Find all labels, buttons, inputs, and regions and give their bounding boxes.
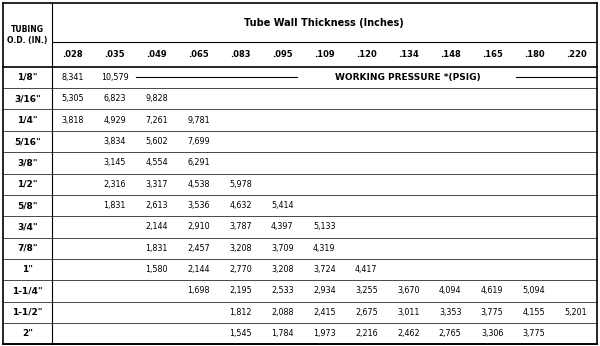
Text: 2,415: 2,415 [313, 308, 335, 317]
Text: 9,781: 9,781 [187, 116, 210, 125]
Text: .095: .095 [272, 50, 293, 59]
Text: 1/4": 1/4" [17, 116, 38, 125]
Text: 1,973: 1,973 [313, 329, 335, 338]
Text: 3,317: 3,317 [145, 180, 168, 189]
Text: 4,554: 4,554 [145, 158, 168, 167]
Text: Tube Wall Thickness (Inches): Tube Wall Thickness (Inches) [244, 18, 404, 28]
Text: .028: .028 [62, 50, 83, 59]
Text: 3,208: 3,208 [229, 244, 252, 253]
Text: 2,765: 2,765 [439, 329, 461, 338]
Text: 2,144: 2,144 [187, 265, 210, 274]
Text: 4,417: 4,417 [355, 265, 377, 274]
Text: 5,305: 5,305 [61, 94, 84, 103]
Text: .148: .148 [440, 50, 461, 59]
Text: 5,602: 5,602 [145, 137, 168, 146]
Text: 2,770: 2,770 [229, 265, 252, 274]
Text: 4,094: 4,094 [439, 286, 461, 295]
Text: 3,208: 3,208 [271, 265, 293, 274]
Text: 2,462: 2,462 [397, 329, 419, 338]
Text: 3,670: 3,670 [397, 286, 419, 295]
Text: 4,929: 4,929 [103, 116, 126, 125]
Text: .165: .165 [482, 50, 503, 59]
Text: 3,011: 3,011 [397, 308, 419, 317]
Text: 1": 1" [22, 265, 33, 274]
Text: .035: .035 [104, 50, 125, 59]
Text: 3,255: 3,255 [355, 286, 377, 295]
Text: .180: .180 [524, 50, 544, 59]
Text: 1/8": 1/8" [17, 73, 38, 82]
Text: 1,580: 1,580 [145, 265, 168, 274]
Text: 2,316: 2,316 [103, 180, 126, 189]
Text: 3,724: 3,724 [313, 265, 335, 274]
Text: 9,828: 9,828 [145, 94, 168, 103]
Text: 5/16": 5/16" [14, 137, 41, 146]
Text: 3,536: 3,536 [187, 201, 210, 210]
Text: 1,698: 1,698 [187, 286, 210, 295]
Text: 1,545: 1,545 [229, 329, 252, 338]
Text: 4,397: 4,397 [271, 222, 294, 231]
Text: 3,145: 3,145 [103, 158, 126, 167]
Text: .065: .065 [188, 50, 209, 59]
Text: 3,834: 3,834 [103, 137, 126, 146]
Text: 2,144: 2,144 [145, 222, 168, 231]
Text: 3,306: 3,306 [481, 329, 503, 338]
Text: 3,353: 3,353 [439, 308, 461, 317]
Text: 2,533: 2,533 [271, 286, 294, 295]
Text: 2": 2" [22, 329, 33, 338]
Text: 1,812: 1,812 [229, 308, 252, 317]
Text: 4,155: 4,155 [523, 308, 545, 317]
Text: .049: .049 [146, 50, 167, 59]
Text: 1/2": 1/2" [17, 180, 38, 189]
Text: 3,709: 3,709 [271, 244, 294, 253]
Text: 6,291: 6,291 [187, 158, 210, 167]
Text: .134: .134 [398, 50, 419, 59]
Text: .120: .120 [356, 50, 377, 59]
Text: 1,784: 1,784 [271, 329, 293, 338]
Text: 1,831: 1,831 [103, 201, 126, 210]
Text: 10,579: 10,579 [101, 73, 128, 82]
Text: 7,261: 7,261 [145, 116, 168, 125]
Text: 2,457: 2,457 [187, 244, 210, 253]
Text: 1-1/2": 1-1/2" [12, 308, 43, 317]
Text: 8,341: 8,341 [61, 73, 84, 82]
Text: 5,414: 5,414 [271, 201, 293, 210]
Text: 2,910: 2,910 [187, 222, 210, 231]
Text: 4,619: 4,619 [481, 286, 503, 295]
Text: TUBING
O.D. (IN.): TUBING O.D. (IN.) [7, 25, 47, 45]
Text: 5,133: 5,133 [313, 222, 335, 231]
Text: 6,823: 6,823 [103, 94, 126, 103]
Text: 4,538: 4,538 [187, 180, 210, 189]
Text: 1-1/4": 1-1/4" [12, 286, 43, 295]
Text: 4,632: 4,632 [229, 201, 252, 210]
Text: 7,699: 7,699 [187, 137, 210, 146]
Text: 3/16": 3/16" [14, 94, 41, 103]
Text: 3,775: 3,775 [481, 308, 503, 317]
Text: .083: .083 [230, 50, 251, 59]
Text: WORKING PRESSURE *(PSIG): WORKING PRESSURE *(PSIG) [335, 73, 481, 82]
Text: 7/8": 7/8" [17, 244, 38, 253]
Text: 5,978: 5,978 [229, 180, 252, 189]
Text: 2,216: 2,216 [355, 329, 377, 338]
Text: 3,775: 3,775 [523, 329, 545, 338]
Text: 5,201: 5,201 [565, 308, 587, 317]
Text: 2,195: 2,195 [229, 286, 252, 295]
Text: 4,319: 4,319 [313, 244, 335, 253]
Text: 3/4": 3/4" [17, 222, 38, 231]
Text: 1,831: 1,831 [145, 244, 168, 253]
Text: 3,818: 3,818 [61, 116, 84, 125]
Text: 5,094: 5,094 [523, 286, 545, 295]
Text: .220: .220 [566, 50, 586, 59]
Text: 3,787: 3,787 [229, 222, 252, 231]
Text: 5/8": 5/8" [17, 201, 38, 210]
Text: 2,934: 2,934 [313, 286, 335, 295]
Text: 3/8": 3/8" [17, 158, 38, 167]
Text: 2,088: 2,088 [271, 308, 293, 317]
Text: 2,613: 2,613 [145, 201, 168, 210]
Text: .109: .109 [314, 50, 335, 59]
Text: 2,675: 2,675 [355, 308, 377, 317]
